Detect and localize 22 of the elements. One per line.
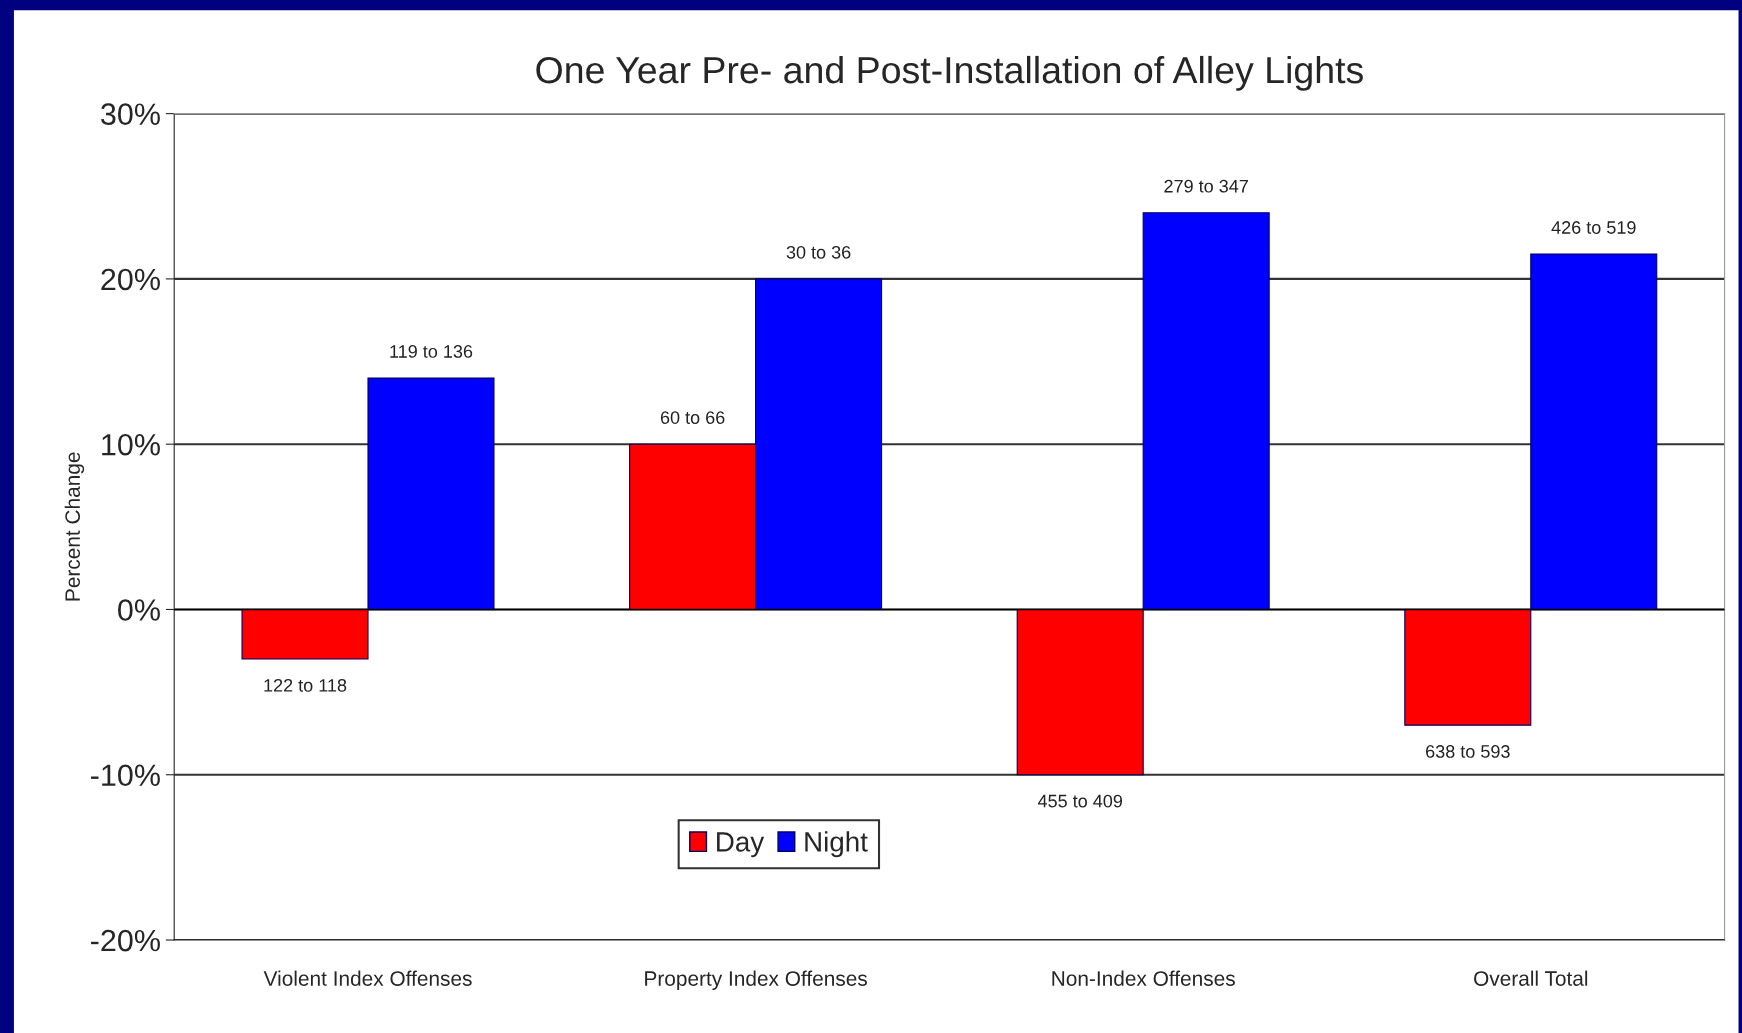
annotation: 455 to 409 xyxy=(1037,794,1123,808)
x-tick-label: Violent Index Offenses xyxy=(263,970,472,986)
chart-title: One Year Pre- and Post-Installation of Alley Lights xyxy=(536,55,1363,91)
legend-label: Day xyxy=(717,832,765,858)
x-tick-label: Non-Index Offenses xyxy=(1052,970,1235,986)
y-tick-label: -20% xyxy=(91,929,160,952)
annotation: 122 to 118 xyxy=(264,678,347,692)
annotation: 638 to 593 xyxy=(1426,745,1510,758)
x-tick-label: Overall Total xyxy=(1474,970,1588,986)
annotation: 119 to 136 xyxy=(390,345,473,358)
annotation: 426 to 519 xyxy=(1551,221,1636,234)
y-tick-label: 0% xyxy=(118,599,160,621)
y-tick-label: 20% xyxy=(101,268,160,291)
legend-label: Night xyxy=(805,831,868,858)
y-tick-label: 10% xyxy=(102,433,160,456)
y-axis-title: Percent Change xyxy=(64,452,85,601)
y-tick-label: -10% xyxy=(91,764,160,787)
annotation: 60 to 66 xyxy=(660,411,725,424)
annotation: 30 to 36 xyxy=(786,245,851,259)
x-tick-label: Property Index Offenses xyxy=(645,970,867,991)
annotation: 279 to 347 xyxy=(1164,179,1248,193)
y-tick-label: 30% xyxy=(101,103,160,125)
